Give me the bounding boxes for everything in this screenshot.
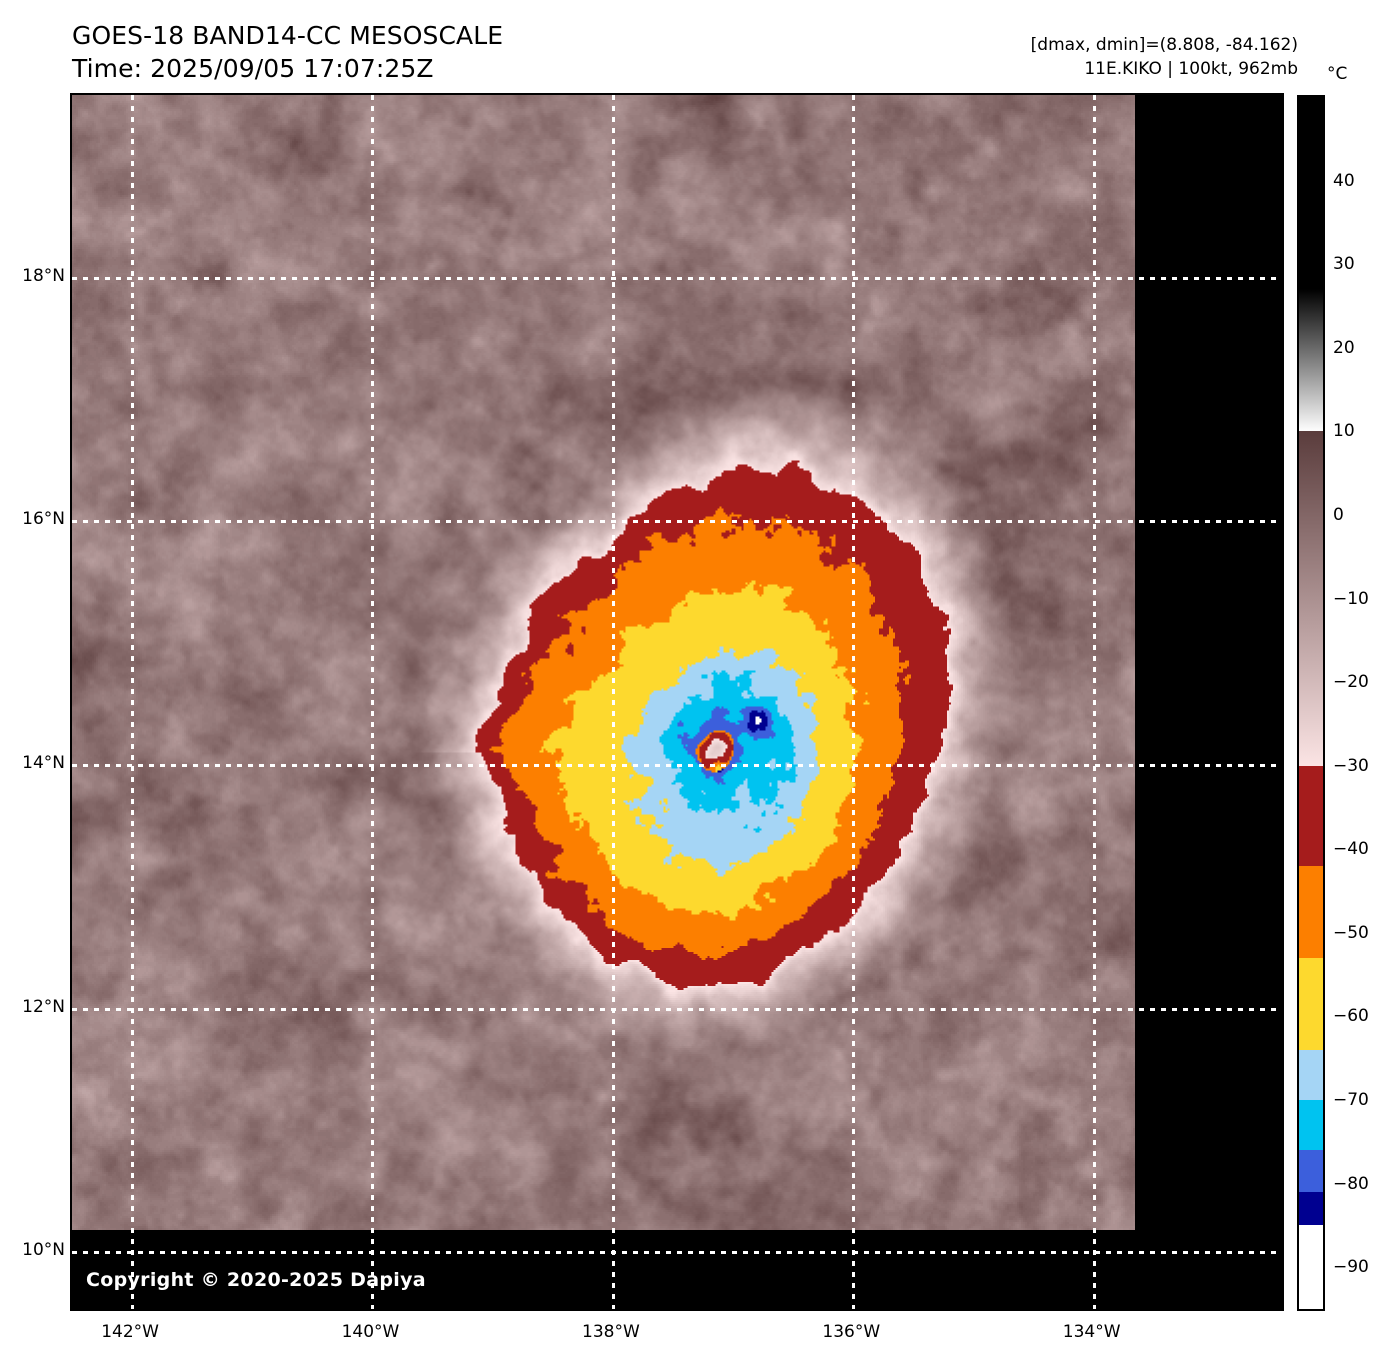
colorbar-band	[1299, 1150, 1323, 1193]
y-axis-tick-label: 18°N	[22, 265, 65, 286]
colorbar-band	[1299, 957, 1323, 1051]
satellite-imagery	[72, 95, 1135, 1230]
colorbar-band	[1299, 431, 1323, 767]
x-axis-tick-label: 138°W	[582, 1322, 640, 1342]
colorbar-band	[1299, 865, 1323, 959]
timestamp-label: Time: 2025/09/05 17:07:25Z	[72, 53, 434, 83]
colorbar-tick-label: 30	[1333, 254, 1355, 275]
colorbar-tick-label: −90	[1333, 1257, 1369, 1278]
colorbar-tick-label: −60	[1333, 1006, 1369, 1027]
satellite-raster	[72, 95, 1135, 1230]
colorbar-band	[1299, 97, 1323, 290]
colorbar-unit-label: °C	[1327, 64, 1348, 84]
colorbar-tick-label: −70	[1333, 1090, 1369, 1111]
metadata-block: [dmax, dmin]=(8.808, -84.162) 11E.KIKO |…	[1031, 33, 1298, 81]
colorbar-tick-label: 10	[1333, 421, 1355, 442]
x-axis-tick-label: 134°W	[1062, 1322, 1121, 1342]
x-axis-tick-label: 142°W	[101, 1322, 159, 1342]
colorbar-tick-label: −30	[1333, 755, 1369, 776]
y-axis-tick-label: 10°N	[22, 1240, 65, 1261]
colorbar-tick-label: 20	[1333, 337, 1355, 358]
title-block: GOES-18 BAND14-CC MESOSCALE Time: 2025/0…	[72, 20, 503, 85]
colorbar-tick-label: −20	[1333, 672, 1369, 693]
product-title: GOES-18 BAND14-CC MESOSCALE	[72, 21, 504, 50]
colorbar-band	[1299, 1100, 1323, 1151]
colorbar-tick-label: −40	[1333, 839, 1369, 860]
colorbar-band	[1299, 1191, 1323, 1226]
colorbar-band	[1299, 1049, 1323, 1101]
y-axis-tick-label: 14°N	[22, 752, 65, 773]
copyright-label: Copyright © 2020-2025 Dapiya	[86, 1269, 426, 1291]
colorbar-tick-label: −80	[1333, 1173, 1369, 1194]
colorbar-band	[1299, 289, 1323, 432]
x-axis-tick-label: 140°W	[341, 1322, 400, 1342]
satellite-plot[interactable]: Copyright © 2020-2025 Dapiya	[70, 93, 1284, 1311]
temperature-colorbar[interactable]	[1297, 95, 1325, 1311]
colorbar-tick-label: −10	[1333, 588, 1369, 609]
colorbar-tick-label: −50	[1333, 922, 1369, 943]
colorbar-band	[1299, 765, 1323, 867]
plot-inner: Copyright © 2020-2025 Dapiya	[72, 95, 1282, 1309]
colorbar-tick-label: 40	[1333, 170, 1355, 191]
x-axis-tick-label: 136°W	[822, 1322, 881, 1342]
gridline-lat	[72, 1251, 1282, 1255]
dminmax-label: [dmax, dmin]=(8.808, -84.162)	[1030, 35, 1298, 55]
colorbar-tick-label: 0	[1333, 504, 1344, 525]
y-axis-tick-label: 16°N	[22, 509, 65, 530]
y-axis-tick-label: 12°N	[22, 996, 65, 1017]
colorbar-band	[1299, 1225, 1323, 1309]
storm-info-label: 11E.KIKO | 100kt, 962mb	[1084, 59, 1298, 80]
